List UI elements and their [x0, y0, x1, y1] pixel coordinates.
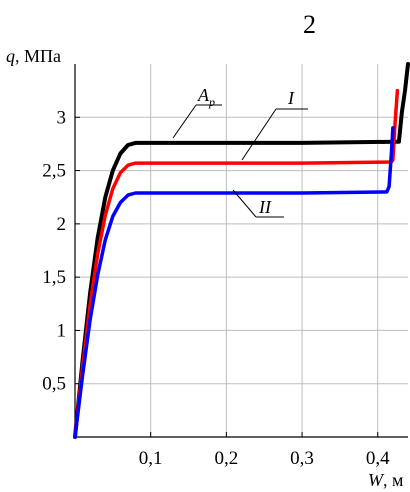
x-tick-label: 0,1 [139, 448, 163, 469]
series-line-ap [73, 62, 410, 439]
leader-line-ap [172, 104, 197, 139]
grid [75, 64, 408, 437]
y-tick-label: 3 [57, 107, 67, 128]
x-axis-label-unit: , м [383, 470, 403, 490]
y-axis-label-unit: , МПа [15, 46, 61, 66]
y-tick-label: 1 [57, 320, 67, 341]
x-tick-label: 0,3 [290, 448, 314, 469]
leader-line-ii [232, 189, 257, 218]
series-label-ap-base: A [197, 85, 210, 105]
series-layer [73, 62, 410, 439]
tick-labels: 0,1 0,2 0,3 0,4 0,5 1 1,5 2 2,5 3 [42, 107, 390, 469]
series-line-ii [73, 126, 395, 439]
series-label-ii: II [258, 197, 272, 217]
series-annotations: Ap I II [172, 85, 308, 218]
series-label-ap-sub: p [208, 95, 215, 109]
partial-formula-text: 2 [303, 10, 316, 39]
y-axis-label: q, МПа [6, 46, 61, 66]
y-tick-label: 2 [57, 214, 67, 235]
y-axis-label-var: q [6, 46, 15, 66]
x-axis-label: W, м [368, 470, 403, 490]
y-tick-label: 1,5 [42, 267, 66, 288]
x-tick-label: 0,2 [214, 448, 238, 469]
x-tick-label: 0,4 [366, 448, 390, 469]
x-axis-label-var: W [368, 470, 385, 490]
leader-line-i [241, 108, 277, 161]
y-tick-label: 2,5 [42, 161, 66, 182]
y-tick-label: 0,5 [42, 374, 66, 395]
axes [74, 64, 408, 438]
series-label-ap: Ap [197, 85, 215, 109]
series-label-i: I [287, 88, 295, 108]
